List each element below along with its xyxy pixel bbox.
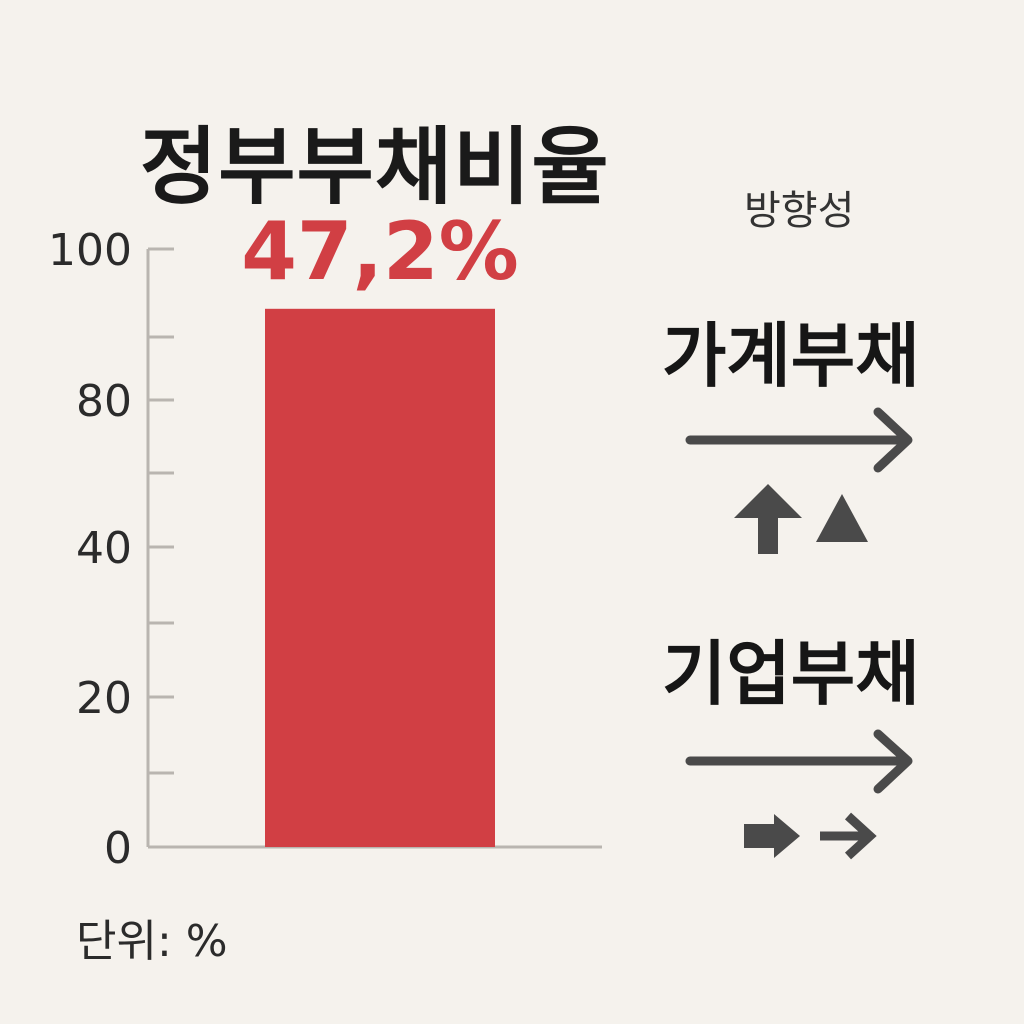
y-tick-label: 40	[76, 523, 132, 574]
long-right-arrow-icon	[685, 407, 913, 473]
long-right-arrow-icon	[685, 729, 913, 794]
household-debt-label: 가계부채	[662, 315, 920, 397]
right-arrow-icon	[744, 814, 800, 858]
y-tick-label: 20	[76, 673, 132, 724]
unit-label: 단위: %	[76, 916, 228, 967]
direction-heading: 방향성	[744, 188, 855, 234]
y-tick-label: 0	[104, 823, 132, 874]
y-tick-label: 80	[76, 376, 132, 427]
corporate-debt-label: 기업부채	[662, 633, 920, 715]
chart-title: 정부부채비율	[140, 118, 610, 216]
bar-value-label: 47,2%	[241, 205, 519, 298]
right-arrow-icon	[820, 812, 877, 860]
bar	[265, 308, 495, 847]
up-arrow-icon	[734, 484, 802, 554]
y-tick-label: 100	[48, 225, 132, 276]
up-triangle-icon	[816, 494, 868, 542]
